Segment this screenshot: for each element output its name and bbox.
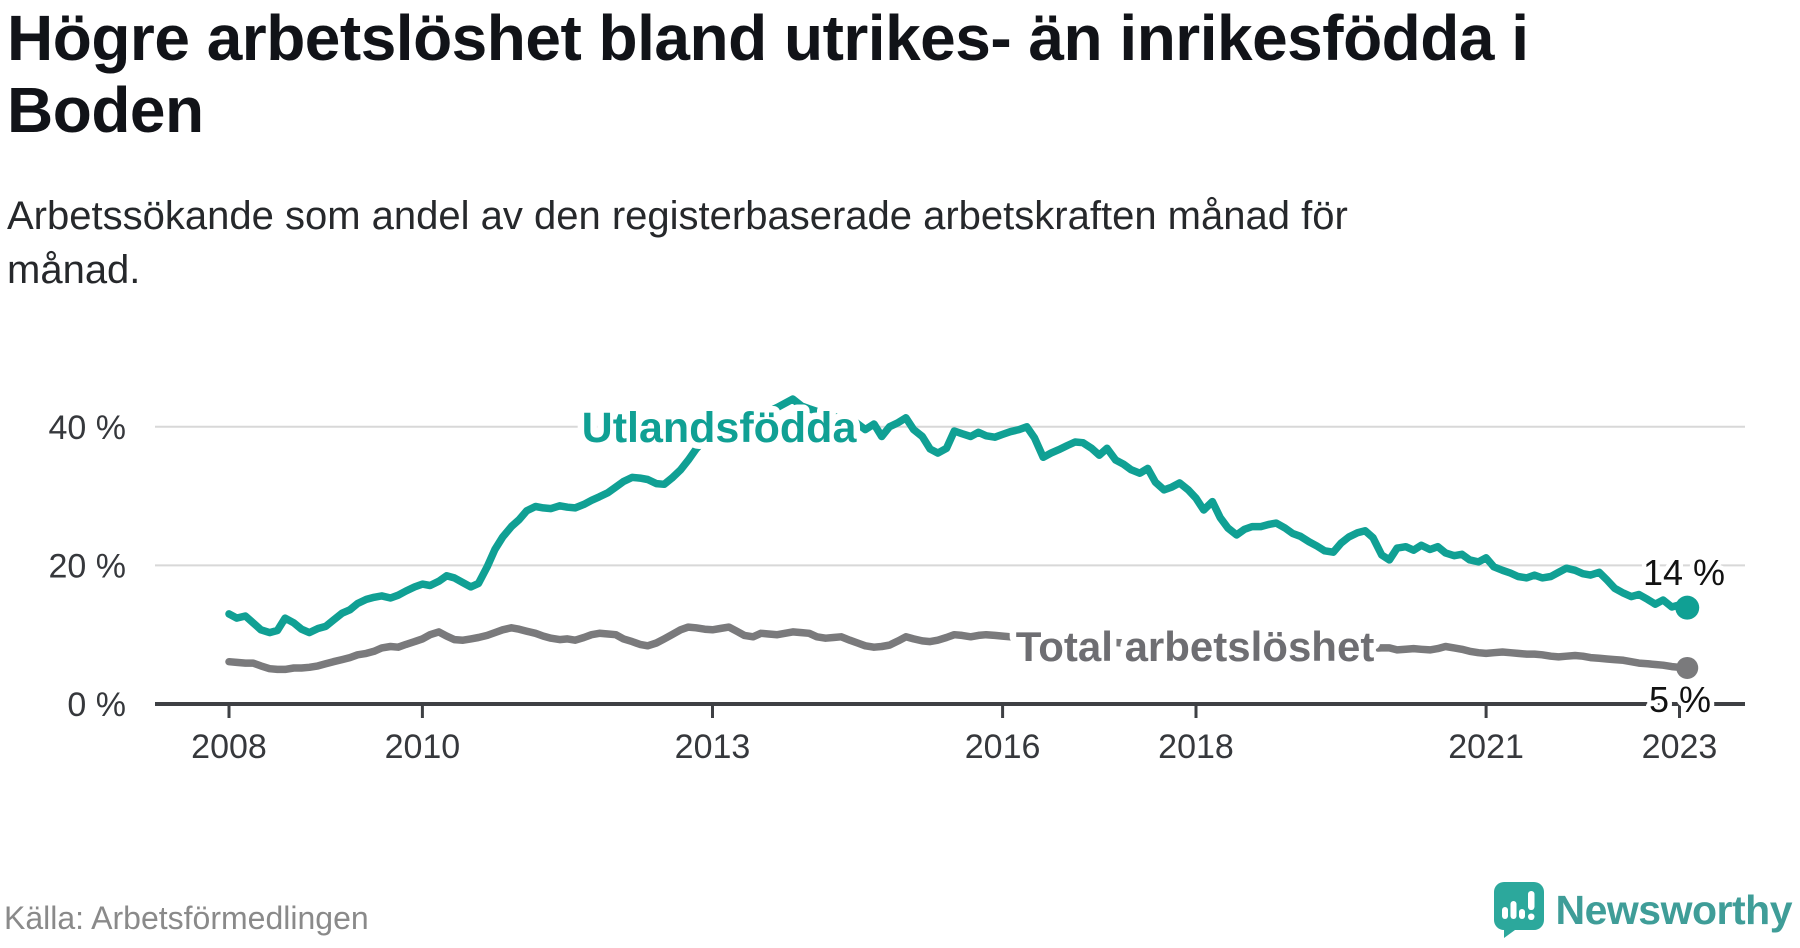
series-line-total — [225, 623, 1691, 674]
y-tick-label-20: 20 % — [49, 547, 127, 585]
series-label-utlandsfodda: Utlandsfödda — [582, 404, 858, 452]
x-tick-label-2013: 2013 — [675, 728, 751, 766]
endpoint-dot-utlandsfodda — [1675, 595, 1700, 620]
x-tick-label-2008: 2008 — [191, 728, 267, 766]
page-title: Högre arbetslöshet bland utrikes- än inr… — [7, 2, 1529, 146]
x-tick-label-2021: 2021 — [1448, 728, 1524, 766]
endpoint-dot-total — [1676, 656, 1699, 679]
y-tick-label-0: 0 % — [67, 686, 126, 724]
x-tick-label-2010: 2010 — [385, 728, 461, 766]
x-tick-label-2016: 2016 — [965, 728, 1041, 766]
x-tick-label-2023: 2023 — [1642, 728, 1718, 766]
end-value-label-utlandsfodda: 14 % — [1643, 552, 1725, 593]
newsworthy-logo-icon — [1493, 882, 1544, 938]
chart-subtitle: Arbetssökande som andel av den registerb… — [7, 194, 1348, 292]
brand-name: Newsworthy — [1555, 886, 1793, 933]
source-note: Källa: Arbetsförmedlingen — [4, 900, 369, 936]
series-label-total: Total arbetslöshet — [1016, 623, 1375, 670]
newsworthy-brand: Newsworthy — [1493, 882, 1793, 938]
x-tick-label-2018: 2018 — [1158, 728, 1234, 766]
end-value-label-total: 5 % — [1649, 679, 1711, 720]
y-tick-label-40: 40 % — [49, 409, 127, 447]
series-line-utlandsfodda — [225, 395, 1691, 637]
